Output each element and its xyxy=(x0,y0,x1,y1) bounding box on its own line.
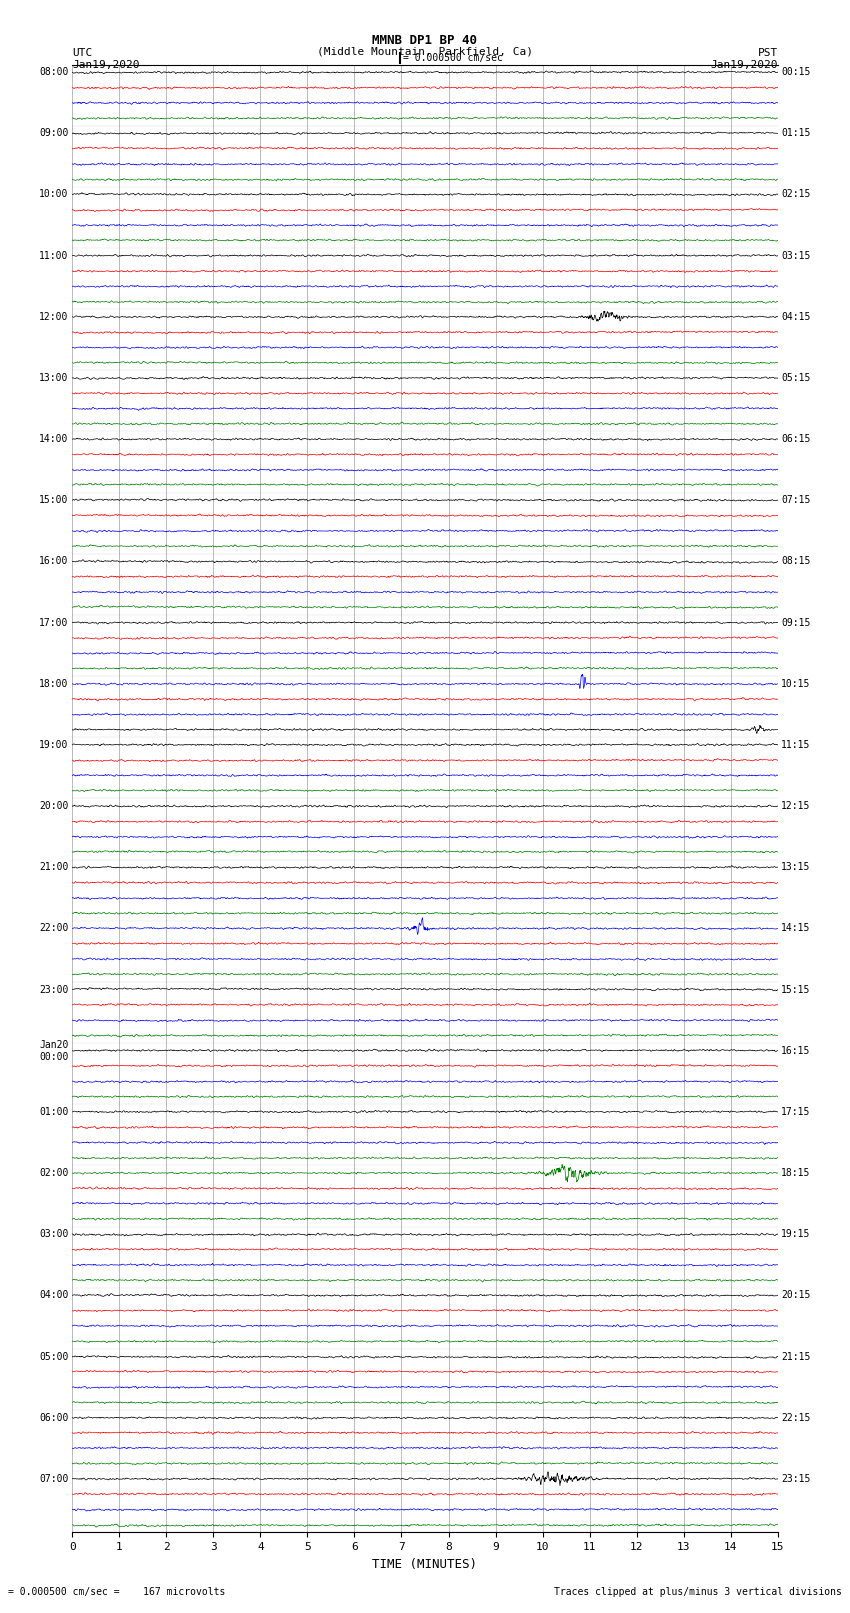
Text: 14:00: 14:00 xyxy=(39,434,69,444)
Text: 22:15: 22:15 xyxy=(781,1413,811,1423)
Text: 09:00: 09:00 xyxy=(39,129,69,139)
Text: 20:15: 20:15 xyxy=(781,1290,811,1300)
Text: 17:00: 17:00 xyxy=(39,618,69,627)
Text: 21:15: 21:15 xyxy=(781,1352,811,1361)
Text: 07:00: 07:00 xyxy=(39,1474,69,1484)
Text: 22:00: 22:00 xyxy=(39,923,69,934)
Text: 04:15: 04:15 xyxy=(781,311,811,323)
Text: (Middle Mountain, Parkfield, Ca): (Middle Mountain, Parkfield, Ca) xyxy=(317,47,533,56)
Text: 03:00: 03:00 xyxy=(39,1229,69,1239)
Text: 19:00: 19:00 xyxy=(39,740,69,750)
Text: 10:00: 10:00 xyxy=(39,189,69,200)
Text: 23:15: 23:15 xyxy=(781,1474,811,1484)
Text: 18:15: 18:15 xyxy=(781,1168,811,1177)
Text: Jan19,2020: Jan19,2020 xyxy=(72,60,139,69)
Text: MMNB DP1 BP 40: MMNB DP1 BP 40 xyxy=(372,34,478,47)
Text: 01:15: 01:15 xyxy=(781,129,811,139)
Text: 02:15: 02:15 xyxy=(781,189,811,200)
Text: 07:15: 07:15 xyxy=(781,495,811,505)
Text: 03:15: 03:15 xyxy=(781,250,811,261)
Text: 12:15: 12:15 xyxy=(781,802,811,811)
Text: 04:00: 04:00 xyxy=(39,1290,69,1300)
Text: = 0.000500 cm/sec: = 0.000500 cm/sec xyxy=(403,53,502,63)
Text: 12:00: 12:00 xyxy=(39,311,69,323)
Text: 02:00: 02:00 xyxy=(39,1168,69,1177)
Text: 17:15: 17:15 xyxy=(781,1107,811,1116)
Text: 21:00: 21:00 xyxy=(39,863,69,873)
Text: Jan20
00:00: Jan20 00:00 xyxy=(39,1040,69,1061)
Text: = 0.000500 cm/sec =    167 microvolts: = 0.000500 cm/sec = 167 microvolts xyxy=(8,1587,226,1597)
Text: 15:15: 15:15 xyxy=(781,984,811,995)
Text: 00:15: 00:15 xyxy=(781,68,811,77)
Text: 06:00: 06:00 xyxy=(39,1413,69,1423)
Text: 20:00: 20:00 xyxy=(39,802,69,811)
X-axis label: TIME (MINUTES): TIME (MINUTES) xyxy=(372,1558,478,1571)
Text: 23:00: 23:00 xyxy=(39,984,69,995)
Text: 16:00: 16:00 xyxy=(39,556,69,566)
Text: 18:00: 18:00 xyxy=(39,679,69,689)
Text: Jan19,2020: Jan19,2020 xyxy=(711,60,778,69)
Text: 08:00: 08:00 xyxy=(39,68,69,77)
Text: PST: PST xyxy=(757,48,778,58)
Text: 19:15: 19:15 xyxy=(781,1229,811,1239)
Text: 01:00: 01:00 xyxy=(39,1107,69,1116)
Text: 05:15: 05:15 xyxy=(781,373,811,382)
Text: Traces clipped at plus/minus 3 vertical divisions: Traces clipped at plus/minus 3 vertical … xyxy=(553,1587,842,1597)
Text: UTC: UTC xyxy=(72,48,93,58)
Text: 11:15: 11:15 xyxy=(781,740,811,750)
Text: 14:15: 14:15 xyxy=(781,923,811,934)
Text: 13:15: 13:15 xyxy=(781,863,811,873)
Text: 13:00: 13:00 xyxy=(39,373,69,382)
Text: 15:00: 15:00 xyxy=(39,495,69,505)
Text: 08:15: 08:15 xyxy=(781,556,811,566)
Text: 11:00: 11:00 xyxy=(39,250,69,261)
Text: 10:15: 10:15 xyxy=(781,679,811,689)
Text: 05:00: 05:00 xyxy=(39,1352,69,1361)
Text: 06:15: 06:15 xyxy=(781,434,811,444)
Text: 09:15: 09:15 xyxy=(781,618,811,627)
Text: 16:15: 16:15 xyxy=(781,1045,811,1057)
